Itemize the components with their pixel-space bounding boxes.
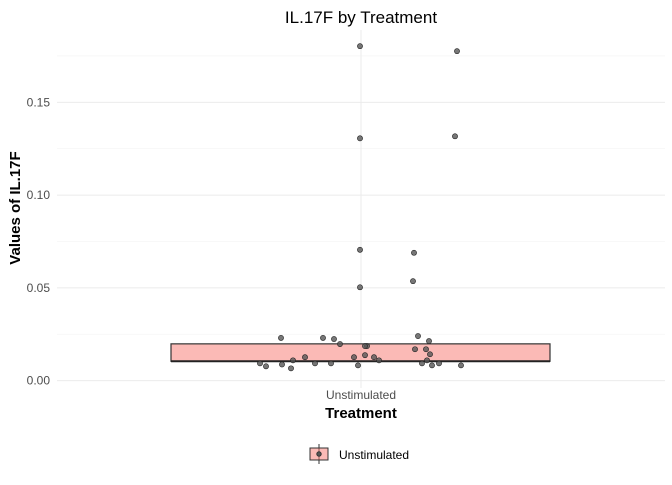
y-axis-label: Values of IL.17F (7, 151, 24, 264)
legend: Unstimulated (309, 444, 409, 464)
data-point (419, 360, 425, 367)
data-point (263, 363, 269, 370)
data-point (436, 360, 442, 367)
data-point (328, 360, 334, 367)
data-point (257, 360, 263, 367)
data-point (410, 278, 416, 285)
data-point (320, 335, 326, 341)
data-point (312, 360, 318, 367)
y-tick-label: 0.00 (27, 374, 51, 388)
data-point (302, 354, 308, 361)
data-point (427, 351, 433, 358)
data-point (426, 338, 432, 344)
data-point (288, 365, 294, 372)
data-point (357, 246, 363, 253)
data-point (411, 249, 417, 256)
data-point (278, 335, 284, 341)
data-point (279, 361, 285, 368)
data-point (376, 357, 382, 364)
grid (57, 30, 665, 388)
data-point (415, 333, 421, 339)
data-point (412, 346, 418, 353)
y-tick-label: 0.15 (27, 95, 51, 109)
x-tick-label: Unstimulated (326, 388, 396, 402)
data-point (331, 336, 337, 342)
data-point (452, 133, 458, 140)
data-point (357, 43, 363, 50)
data-point (454, 48, 460, 55)
x-axis-label: Treatment (325, 405, 397, 422)
data-point (351, 354, 357, 361)
data-point (424, 357, 430, 364)
points (257, 43, 464, 372)
chart-title: IL.17F by Treatment (285, 8, 437, 27)
data-point (458, 362, 464, 369)
data-point (371, 354, 377, 361)
data-point (337, 341, 343, 347)
data-point (355, 362, 361, 369)
legend-label: Unstimulated (339, 448, 409, 462)
box (170, 343, 551, 362)
data-point (357, 284, 363, 291)
data-point (357, 135, 363, 142)
data-point (362, 343, 368, 349)
data-point (290, 357, 296, 364)
y-tick-label: 0.05 (27, 281, 51, 295)
legend-key-point (316, 451, 322, 457)
boxplot (170, 343, 551, 363)
y-tick-label: 0.10 (27, 188, 51, 202)
data-point (362, 352, 368, 359)
data-point (423, 346, 429, 353)
data-point (429, 362, 435, 369)
y-axis-ticks: 0.00 0.05 0.10 0.15 (27, 95, 51, 387)
